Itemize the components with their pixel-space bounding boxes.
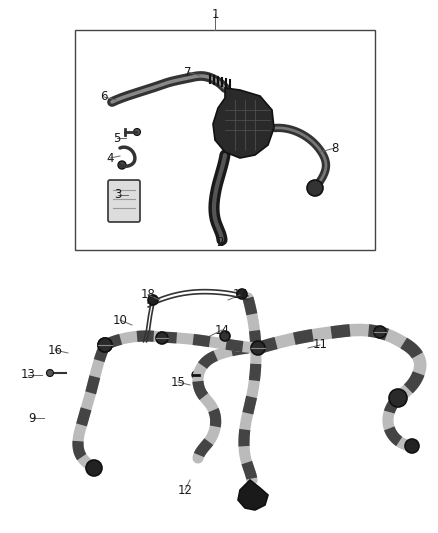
Circle shape <box>237 289 247 299</box>
Circle shape <box>307 180 323 196</box>
Circle shape <box>148 295 158 305</box>
Circle shape <box>220 331 230 341</box>
Text: 10: 10 <box>113 313 127 327</box>
Text: 2: 2 <box>216 236 224 248</box>
Text: 16: 16 <box>47 343 63 357</box>
Text: 7: 7 <box>184 66 192 78</box>
Polygon shape <box>238 480 268 510</box>
Text: 4: 4 <box>106 151 114 165</box>
Text: 6: 6 <box>100 91 108 103</box>
Circle shape <box>192 371 200 379</box>
Polygon shape <box>213 88 274 158</box>
Circle shape <box>86 460 102 476</box>
Text: 13: 13 <box>21 368 35 382</box>
Circle shape <box>156 332 168 344</box>
Text: 5: 5 <box>113 132 121 144</box>
Text: 9: 9 <box>28 411 36 424</box>
Circle shape <box>98 338 112 352</box>
Circle shape <box>134 128 141 135</box>
Text: 12: 12 <box>177 483 192 497</box>
Text: 18: 18 <box>141 288 155 302</box>
Text: 15: 15 <box>170 376 185 389</box>
Circle shape <box>389 389 407 407</box>
FancyBboxPatch shape <box>108 180 140 222</box>
Text: 14: 14 <box>215 324 230 336</box>
Circle shape <box>374 326 386 338</box>
Text: 1: 1 <box>211 7 219 20</box>
Bar <box>75 30 375 250</box>
Circle shape <box>251 341 265 355</box>
Circle shape <box>46 369 53 376</box>
Text: 3: 3 <box>114 189 122 201</box>
Circle shape <box>98 338 112 352</box>
Circle shape <box>118 161 126 169</box>
Text: 17: 17 <box>233 288 247 302</box>
Text: 11: 11 <box>312 338 328 351</box>
Circle shape <box>405 439 419 453</box>
Text: 8: 8 <box>331 141 339 155</box>
